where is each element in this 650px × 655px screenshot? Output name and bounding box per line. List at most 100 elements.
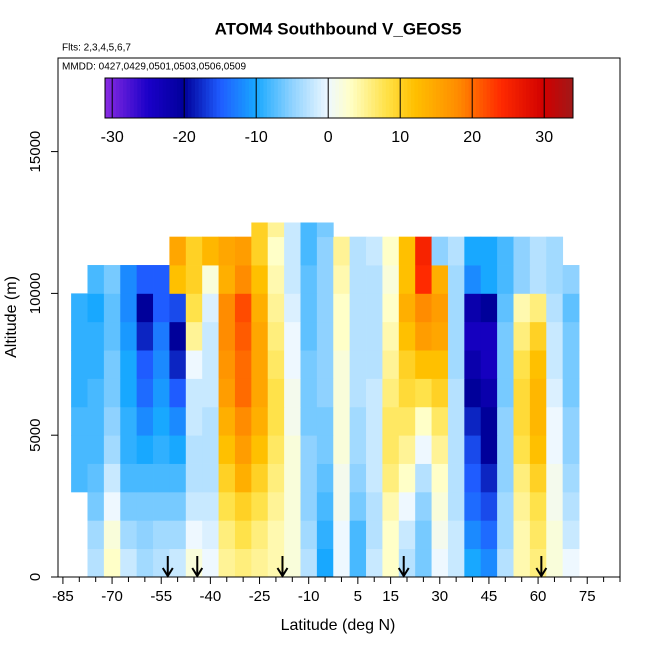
heat-cell bbox=[103, 435, 121, 464]
colorbar-segment bbox=[141, 78, 146, 118]
x-tick-label: 75 bbox=[579, 588, 596, 605]
colorbar-segment bbox=[475, 78, 480, 118]
colorbar-segment bbox=[249, 78, 254, 118]
heat-cell bbox=[120, 548, 138, 578]
colorbar-segment bbox=[504, 78, 509, 118]
heat-cell bbox=[546, 520, 564, 550]
heat-cell bbox=[415, 548, 432, 578]
colorbar-segment bbox=[191, 78, 196, 118]
heat-cell bbox=[415, 520, 432, 550]
heat-cell bbox=[185, 520, 203, 550]
heat-cell bbox=[169, 350, 187, 379]
heat-cell bbox=[284, 236, 301, 266]
colorbar-segment bbox=[555, 78, 560, 118]
heat-cell bbox=[464, 236, 482, 266]
heat-cell bbox=[234, 265, 252, 294]
heat-cell bbox=[267, 463, 285, 493]
heat-cell bbox=[562, 435, 580, 464]
heat-cell bbox=[546, 293, 564, 323]
heat-cell bbox=[251, 222, 269, 238]
y-tick-label: 10000 bbox=[27, 273, 44, 315]
heat-cell bbox=[349, 321, 367, 351]
heat-cell bbox=[333, 236, 351, 266]
heat-cell bbox=[447, 350, 465, 379]
heat-cell bbox=[398, 435, 416, 464]
heat-cell bbox=[529, 293, 547, 323]
heat-cell bbox=[513, 491, 531, 521]
colorbar-segment bbox=[112, 78, 117, 118]
heat-cell bbox=[349, 406, 367, 436]
colorbar-segment bbox=[245, 78, 250, 118]
x-tick-label: 15 bbox=[382, 588, 399, 605]
colorbar-segment bbox=[277, 78, 282, 118]
heat-cell bbox=[447, 378, 465, 408]
heat-cell bbox=[87, 265, 105, 294]
heat-cell bbox=[546, 265, 564, 294]
x-tick-label: -10 bbox=[298, 588, 320, 605]
colorbar-segment bbox=[115, 78, 120, 118]
heat-cell bbox=[464, 463, 482, 493]
heat-cell bbox=[103, 406, 121, 436]
heat-cell bbox=[218, 435, 236, 464]
heat-cell bbox=[398, 520, 416, 550]
colorbar-segment bbox=[313, 78, 318, 118]
colorbar-tick-label: 30 bbox=[535, 129, 553, 146]
heat-cell bbox=[234, 463, 252, 493]
heat-cell bbox=[415, 435, 432, 464]
heat-cell bbox=[120, 463, 138, 493]
colorbar-segment bbox=[447, 78, 452, 118]
heat-cell bbox=[366, 491, 383, 521]
heat-cell bbox=[234, 378, 252, 408]
heat-cell bbox=[218, 350, 236, 379]
colorbar-segment bbox=[490, 78, 495, 118]
heat-cell bbox=[153, 520, 170, 550]
heat-cell bbox=[300, 236, 318, 266]
heat-cell bbox=[431, 435, 449, 464]
heat-cell bbox=[366, 548, 383, 578]
colorbar-segment bbox=[166, 78, 171, 118]
heat-cell bbox=[136, 265, 154, 294]
heat-cell bbox=[398, 378, 416, 408]
heat-cell bbox=[284, 265, 301, 294]
heat-cell bbox=[284, 491, 301, 521]
colorbar-frame bbox=[104, 77, 574, 119]
heat-cell bbox=[284, 548, 301, 578]
heat-cell bbox=[333, 520, 351, 550]
colorbar-segment bbox=[159, 78, 164, 118]
heat-cell bbox=[136, 435, 154, 464]
arrow-head bbox=[191, 567, 204, 578]
heat-cell bbox=[447, 265, 465, 294]
colorbar-segment bbox=[105, 78, 110, 118]
heat-cell bbox=[366, 406, 383, 436]
heat-cell bbox=[415, 491, 432, 521]
colorbar-segment bbox=[533, 78, 538, 118]
arrow-head bbox=[535, 567, 548, 578]
heat-cell bbox=[382, 293, 400, 323]
colorbar-segment bbox=[360, 78, 365, 118]
heat-cell bbox=[382, 435, 400, 464]
colorbar-segment bbox=[479, 78, 484, 118]
heat-cell bbox=[300, 265, 318, 294]
heat-cell bbox=[218, 406, 236, 436]
colorbar-segment bbox=[267, 78, 272, 118]
colorbar-segment bbox=[396, 78, 401, 118]
x-tick-label: 45 bbox=[481, 588, 498, 605]
heat-cell bbox=[267, 378, 285, 408]
colorbar-segment bbox=[184, 78, 189, 118]
heat-cell bbox=[529, 265, 547, 294]
heat-cell bbox=[234, 406, 252, 436]
heat-cell bbox=[120, 406, 138, 436]
y-tick-label: 0 bbox=[27, 573, 44, 581]
heat-cell bbox=[153, 321, 170, 351]
heat-cell bbox=[562, 265, 580, 294]
heat-cell bbox=[382, 350, 400, 379]
heat-cell bbox=[87, 406, 105, 436]
heat-cell bbox=[169, 378, 187, 408]
heat-cell bbox=[529, 520, 547, 550]
heat-cell bbox=[447, 236, 465, 266]
heat-cell bbox=[284, 520, 301, 550]
colorbar-segment bbox=[529, 78, 534, 118]
heat-cell bbox=[267, 321, 285, 351]
heat-cell bbox=[497, 406, 514, 436]
colorbar-segment bbox=[202, 78, 207, 118]
